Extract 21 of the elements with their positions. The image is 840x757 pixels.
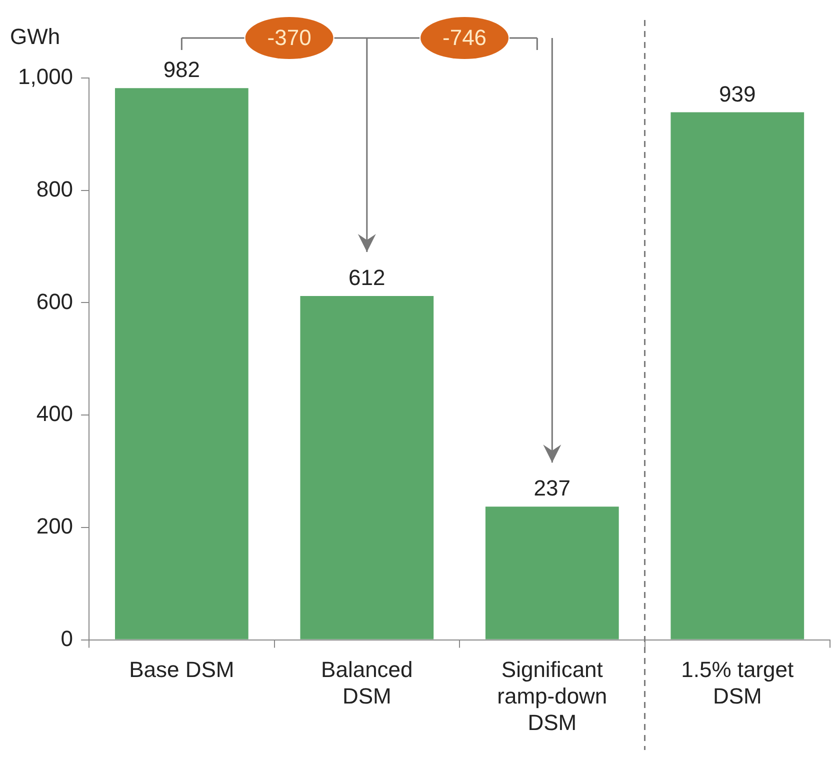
y-tick-label: 800 — [36, 176, 74, 202]
y-tick-label: 0 — [60, 626, 74, 651]
data-label: 939 — [719, 81, 756, 106]
x-tick-label: Balanced DSM — [321, 657, 413, 708]
bar — [300, 296, 434, 640]
y-axis-title: GWh — [10, 24, 60, 50]
data-label: 237 — [534, 476, 571, 501]
x-tick-label: Significant ramp-down DSM — [497, 657, 608, 735]
bar — [485, 506, 619, 640]
y-tick-label: 1,000 — [18, 64, 74, 90]
x-tick-label: Base DSM — [129, 657, 234, 682]
data-label: 982 — [163, 57, 200, 82]
text: -746 — [442, 25, 487, 50]
bar — [670, 112, 804, 640]
bar — [114, 88, 248, 640]
y-tick-label: 600 — [36, 288, 74, 314]
y-tick-label: 200 — [36, 514, 74, 539]
text: -370 — [267, 25, 312, 50]
y-tick-label: 400 — [36, 401, 74, 426]
x-tick-label: 1.5% target DSM — [681, 657, 794, 708]
data-label: 612 — [348, 265, 386, 290]
